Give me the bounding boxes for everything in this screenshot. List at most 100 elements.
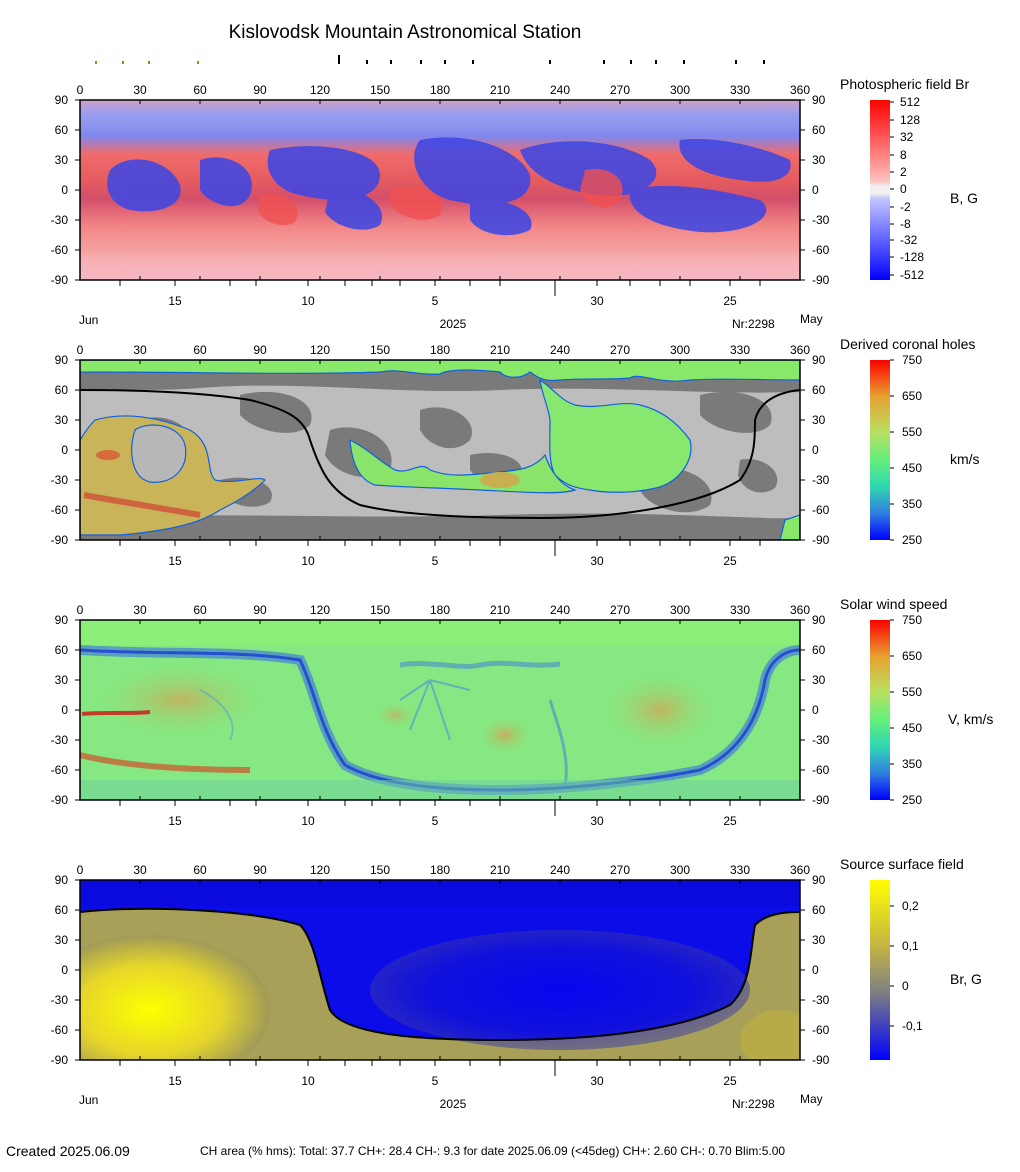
latitude-tick-label-right: -60 bbox=[812, 763, 830, 777]
latitude-tick-label-left: -30 bbox=[51, 213, 69, 227]
longitude-tick-label: 330 bbox=[730, 343, 750, 357]
colorbar-photospheric bbox=[870, 100, 890, 280]
neutral-line-2 bbox=[80, 389, 800, 520]
day-tick-label: 30 bbox=[590, 1074, 604, 1088]
longitude-tick-label: 180 bbox=[430, 863, 450, 877]
latitude-tick-label-left: 0 bbox=[61, 443, 68, 457]
latitude-tick-label-left: -60 bbox=[51, 763, 69, 777]
day-tick-label: 25 bbox=[723, 814, 737, 828]
month-label-left: Jun bbox=[79, 313, 98, 327]
longitude-tick-label: 270 bbox=[610, 83, 630, 97]
latitude-tick-label-right: -30 bbox=[812, 993, 830, 1007]
colorbar-source-surface bbox=[870, 880, 890, 1060]
latitude-tick-label-left: 0 bbox=[61, 963, 68, 977]
day-tick-label: 30 bbox=[590, 814, 604, 828]
longitude-tick-label: 240 bbox=[550, 863, 570, 877]
colorbar-tick-label-speed: 450 bbox=[902, 721, 922, 735]
colorbar-tick-label-photospheric: -512 bbox=[900, 268, 924, 282]
colorbar-tick-label-speed: 350 bbox=[902, 497, 922, 511]
latitude-tick-label-right: 0 bbox=[812, 703, 819, 717]
colorbar-solar-wind bbox=[870, 620, 890, 800]
longitude-tick-label: 90 bbox=[253, 83, 267, 97]
latitude-tick-label-right: -90 bbox=[812, 1053, 830, 1067]
longitude-tick-label: 0 bbox=[77, 603, 84, 617]
latitude-tick-label-left: 90 bbox=[55, 873, 69, 887]
colorbar-tick-label-photospheric: 8 bbox=[900, 148, 907, 162]
longitude-tick-label: 60 bbox=[193, 863, 207, 877]
latitude-tick-label-left: 30 bbox=[55, 933, 69, 947]
latitude-tick-label-right: 30 bbox=[812, 673, 826, 687]
colorbar-tick-label-photospheric: -128 bbox=[900, 250, 924, 264]
year-label: 2025 bbox=[440, 317, 467, 331]
colorbar-tick-label-speed: 650 bbox=[902, 649, 922, 663]
longitude-tick-label: 90 bbox=[253, 603, 267, 617]
latitude-tick-label-left: 30 bbox=[55, 153, 69, 167]
latitude-tick-label-right: 0 bbox=[812, 183, 819, 197]
day-tick-label: 5 bbox=[432, 1074, 439, 1088]
latitude-tick-label-left: 60 bbox=[55, 123, 69, 137]
longitude-tick-label: 300 bbox=[670, 603, 690, 617]
latitude-tick-label-right: 90 bbox=[812, 353, 826, 367]
longitude-tick-label: 330 bbox=[730, 863, 750, 877]
latitude-tick-label-left: 30 bbox=[55, 413, 69, 427]
longitude-tick-label: 240 bbox=[550, 83, 570, 97]
unit-source-surface: Br, G bbox=[950, 971, 982, 987]
longitude-tick-label: 240 bbox=[550, 343, 570, 357]
day-tick-label: 5 bbox=[432, 294, 439, 308]
latitude-tick-label-left: 90 bbox=[55, 93, 69, 107]
latitude-tick-label-right: 30 bbox=[812, 413, 826, 427]
latitude-tick-label-right: 60 bbox=[812, 903, 826, 917]
latitude-tick-label-left: -90 bbox=[51, 793, 69, 807]
latitude-tick-label-left: -60 bbox=[51, 1023, 69, 1037]
colorbar-tick-label-source-surface: -0,1 bbox=[902, 1019, 923, 1033]
latitude-tick-label-left: -90 bbox=[51, 273, 69, 287]
longitude-tick-label: 30 bbox=[133, 863, 147, 877]
day-tick-label: 5 bbox=[432, 554, 439, 568]
latitude-tick-label-left: -90 bbox=[51, 533, 69, 547]
colorbar-tick-label-source-surface: 0,2 bbox=[902, 899, 919, 913]
rotation-number: Nr:2298 bbox=[732, 317, 775, 331]
longitude-tick-label: 60 bbox=[193, 343, 207, 357]
latitude-tick-label-left: 60 bbox=[55, 643, 69, 657]
latitude-tick-label-left: 90 bbox=[55, 613, 69, 627]
latitude-tick-label-right: 30 bbox=[812, 933, 826, 947]
latitude-tick-label-right: -60 bbox=[812, 503, 830, 517]
colorbar-tick-label-speed: 550 bbox=[902, 425, 922, 439]
day-tick-label: 30 bbox=[590, 554, 604, 568]
unit-solar-wind: V, km/s bbox=[948, 711, 993, 727]
day-tick-label: 25 bbox=[723, 554, 737, 568]
latitude-tick-label-right: -90 bbox=[812, 793, 830, 807]
longitude-tick-label: 120 bbox=[310, 863, 330, 877]
solar-wind-map bbox=[80, 620, 800, 800]
day-tick-label: 5 bbox=[432, 814, 439, 828]
colorbar-tick-label-speed: 250 bbox=[902, 793, 922, 807]
observation-markers bbox=[95, 55, 765, 64]
longitude-tick-label: 300 bbox=[670, 343, 690, 357]
unit-coronal-holes: km/s bbox=[950, 451, 980, 467]
created-date: Created 2025.06.09 bbox=[6, 1143, 130, 1159]
colorbar-tick-label-photospheric: 128 bbox=[900, 113, 920, 127]
label-source-surface: Source surface field bbox=[840, 856, 964, 872]
longitude-tick-label: 150 bbox=[370, 343, 390, 357]
year-label: 2025 bbox=[440, 1097, 467, 1111]
colorbar-tick-label-photospheric: 32 bbox=[900, 130, 914, 144]
longitude-tick-label: 300 bbox=[670, 863, 690, 877]
longitude-tick-label: 30 bbox=[133, 83, 147, 97]
day-tick-label: 30 bbox=[590, 294, 604, 308]
source-surface-map bbox=[80, 880, 800, 1060]
longitude-tick-label: 240 bbox=[550, 603, 570, 617]
day-tick-label: 15 bbox=[168, 294, 182, 308]
longitude-tick-label: 120 bbox=[310, 343, 330, 357]
latitude-tick-label-left: -60 bbox=[51, 243, 69, 257]
latitude-tick-label-right: 90 bbox=[812, 613, 826, 627]
colorbar-tick-label-photospheric: -8 bbox=[900, 217, 911, 231]
longitude-tick-label: 60 bbox=[193, 603, 207, 617]
colorbar-tick-label-speed: 650 bbox=[902, 389, 922, 403]
latitude-tick-label-right: -60 bbox=[812, 1023, 830, 1037]
longitude-tick-label: 120 bbox=[310, 603, 330, 617]
latitude-tick-label-left: 0 bbox=[61, 183, 68, 197]
colorbar-tick-label-photospheric: 2 bbox=[900, 165, 907, 179]
colorbar-tick-label-source-surface: 0 bbox=[902, 979, 909, 993]
longitude-tick-label: 30 bbox=[133, 343, 147, 357]
longitude-tick-label: 270 bbox=[610, 603, 630, 617]
